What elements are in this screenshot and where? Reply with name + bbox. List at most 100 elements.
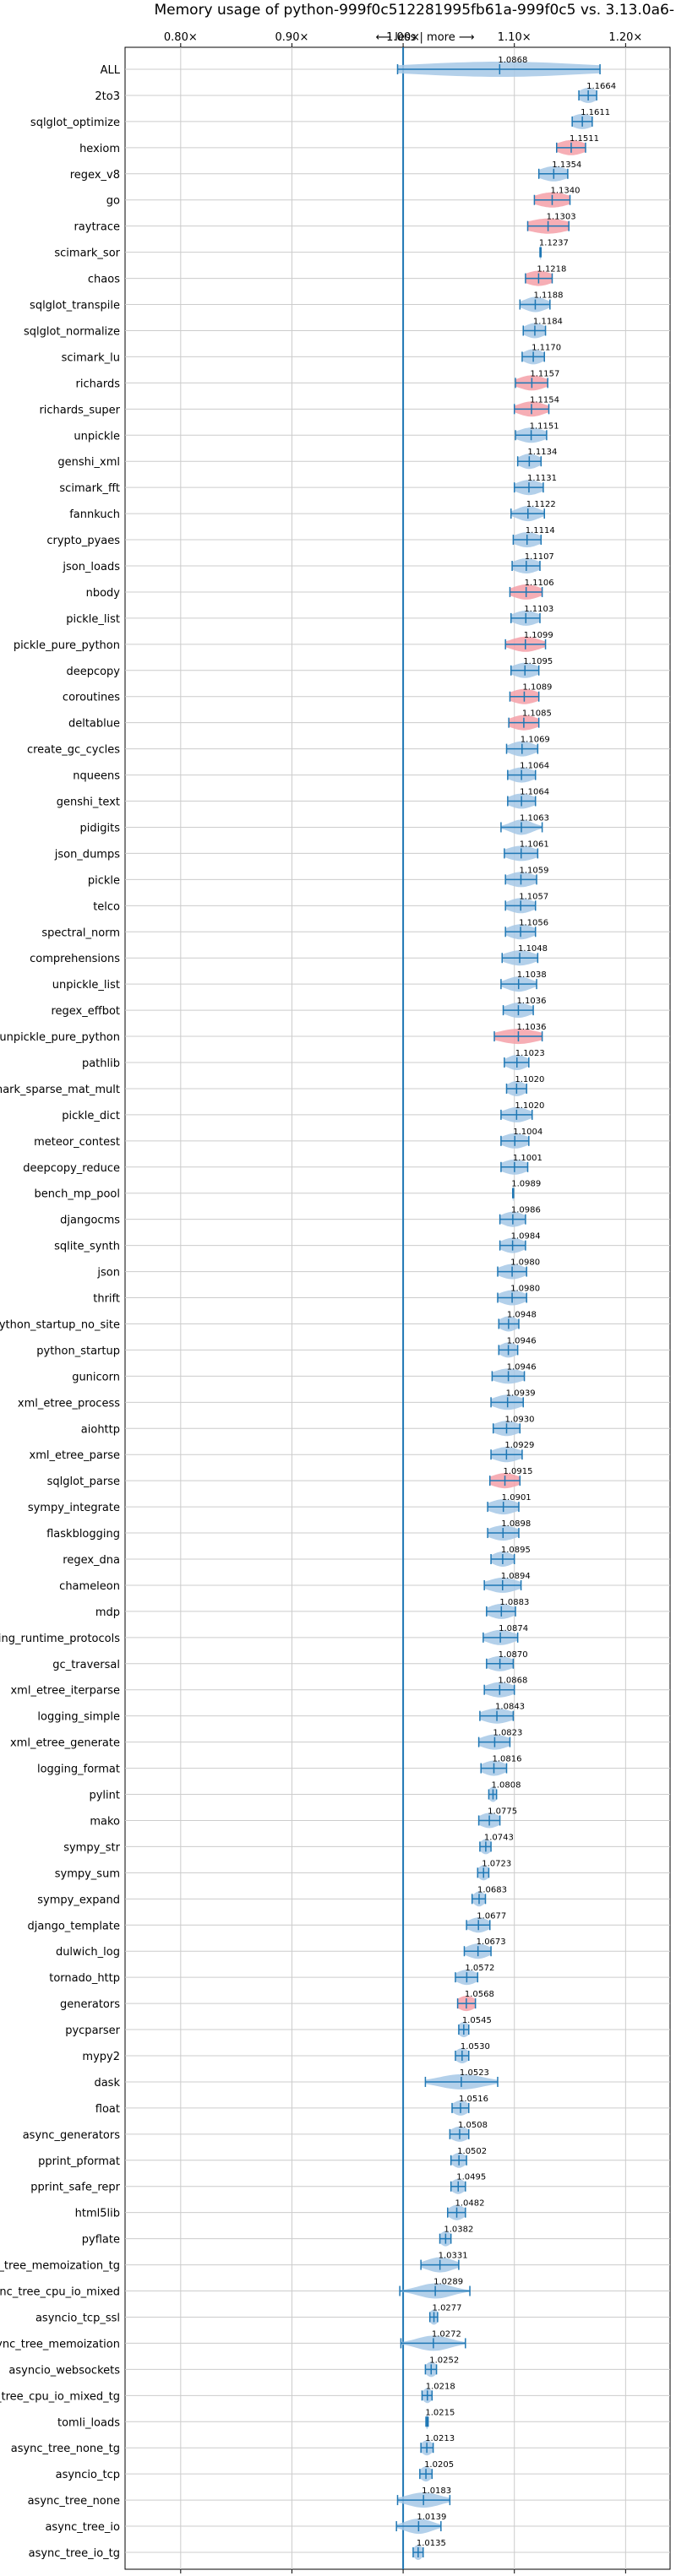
y-label-pathlib: pathlib	[82, 1057, 120, 1070]
value-label-sqlglot_normalize: 1.1184	[533, 317, 563, 326]
violin-ALL	[396, 62, 601, 77]
value-label-python_startup: 1.0946	[507, 1336, 537, 1345]
y-label-dulwich_log: dulwich_log	[56, 1946, 120, 1959]
violin-coroutines	[509, 688, 540, 704]
y-label-djangocms: djangocms	[60, 1215, 120, 1227]
value-label-generators: 1.0568	[465, 1990, 494, 1999]
x-tick-label-top: 0.80×	[164, 31, 198, 44]
value-label-sympy_sum: 1.0723	[482, 1859, 511, 1868]
value-label-xml_etree_process: 1.0939	[506, 1389, 536, 1398]
value-label-pidigits: 1.1063	[520, 813, 549, 823]
y-label-pickle_dict: pickle_dict	[62, 1110, 120, 1122]
violin-json_dumps	[504, 845, 539, 861]
violin-go	[533, 192, 571, 208]
value-label-spectral_norm: 1.1056	[519, 918, 548, 927]
violin-pickle_pure_python	[504, 636, 547, 652]
y-label-python_startup: python_startup	[36, 1345, 120, 1357]
violin-json	[497, 1264, 527, 1280]
value-label-coroutines: 1.1089	[522, 683, 552, 693]
x-ticks: 0.80×0.80×0.90×0.90×1.00×1.00×1.10×1.10×…	[164, 31, 642, 2573]
chart-title: Memory usage of python-999f0c512281995fb…	[154, 2, 674, 19]
value-label-2to3: 1.1664	[586, 82, 616, 91]
y-label-go: go	[106, 195, 120, 208]
violin-logging_simple	[479, 1708, 515, 1724]
value-label-html5lib: 1.0482	[455, 2199, 485, 2209]
value-label-sympy_str: 1.0743	[484, 1833, 514, 1842]
violin-genshi_text	[507, 793, 537, 809]
violin-logging_format	[480, 1760, 508, 1776]
violin-fannkuch	[510, 506, 546, 522]
violin-unpickle	[515, 427, 548, 443]
violin-genshi_xml	[516, 454, 542, 470]
violin-async_tree_none_tg	[420, 2440, 434, 2456]
violin-sqlglot_optimize	[571, 113, 593, 129]
violins	[395, 62, 601, 2560]
y-label-pickle_pure_python: pickle_pure_python	[14, 639, 120, 652]
value-label-fannkuch: 1.1122	[526, 500, 556, 509]
y-label-mako: mako	[90, 1815, 120, 1828]
y-label-sqlglot_optimize: sqlglot_optimize	[30, 117, 120, 129]
value-label-nqueens: 1.1064	[520, 762, 549, 771]
y-label-typing_runtime_protocols: typing_runtime_protocols	[0, 1633, 120, 1645]
value-label-django_template: 1.0677	[477, 1911, 506, 1921]
violin-xml_etree_parse	[490, 1447, 523, 1463]
violin-richards_super	[513, 401, 550, 417]
y-label-tornado_http: tornado_http	[49, 1972, 120, 1985]
y-label-scimark_lu: scimark_lu	[62, 351, 120, 364]
value-label-json_dumps: 1.1061	[520, 840, 549, 849]
value-label-regex_dna: 1.0895	[501, 1546, 531, 1555]
violin-scimark_lu	[521, 349, 546, 365]
y-label-hexiom: hexiom	[79, 143, 120, 155]
y-label-tomli_loads: tomli_loads	[57, 2416, 120, 2429]
x-tick-label-top: 1.00×	[386, 31, 420, 44]
value-label-deepcopy_reduce: 1.1001	[513, 1154, 542, 1163]
value-label-asyncio_tcp: 1.0205	[424, 2460, 454, 2470]
y-label-scimark_sparse_mat_mult: scimark_sparse_mat_mult	[0, 1084, 120, 1096]
y-label-raytrace: raytrace	[74, 221, 120, 234]
value-label-richards: 1.1157	[530, 369, 559, 378]
violin-async_tree_io	[395, 2519, 442, 2535]
violin-deepcopy_reduce	[500, 1159, 529, 1175]
value-label-tornado_http: 1.0572	[465, 1964, 494, 1973]
value-label-pickle_dict: 1.1020	[515, 1101, 544, 1111]
value-label-async_tree_none_tg: 1.0213	[425, 2434, 455, 2443]
y-label-python_startup_no_site: python_startup_no_site	[0, 1318, 120, 1331]
violin-sqlglot_transpile	[519, 296, 551, 312]
value-label-mdp: 1.0883	[499, 1598, 529, 1607]
value-label-bench_mp_pool: 1.0989	[511, 1180, 541, 1189]
y-label-thrift: thrift	[93, 1293, 120, 1306]
y-label-pprint_safe_repr: pprint_safe_repr	[30, 2182, 120, 2194]
violin-tomli_loads	[425, 2414, 429, 2430]
value-label-create_gc_cycles: 1.1069	[521, 736, 550, 745]
y-label-richards_super: richards_super	[39, 404, 120, 416]
violin-async_tree_cpu_io_mixed_tg	[421, 2388, 433, 2404]
value-label-tomli_loads: 1.0215	[425, 2408, 455, 2417]
violin-tornado_http	[455, 1970, 479, 1986]
value-label-gunicorn: 1.0946	[507, 1362, 537, 1372]
violin-sqlite_synth	[499, 1237, 526, 1253]
y-label-json_dumps: json_dumps	[54, 848, 120, 861]
y-label-gunicorn: gunicorn	[72, 1371, 120, 1383]
y-label-comprehensions: comprehensions	[30, 953, 120, 965]
violin-mypy2	[455, 2048, 470, 2063]
violin-pylint	[488, 1786, 498, 1802]
y-label-async_tree_memoization: async_tree_memoization	[0, 2338, 120, 2350]
value-label-deepcopy: 1.1095	[523, 657, 553, 666]
violin-pickle_list	[510, 610, 541, 626]
violin-asyncio_websockets	[424, 2361, 438, 2378]
y-label-mdp: mdp	[95, 1606, 120, 1619]
violin-sqlglot_normalize	[522, 323, 547, 339]
y-label-sqlglot_transpile: sqlglot_transpile	[30, 300, 120, 312]
value-label-mako: 1.0775	[488, 1807, 517, 1816]
violin-aiohttp	[492, 1421, 521, 1437]
value-label-regex_effbot: 1.1036	[516, 997, 546, 1006]
y-label-nqueens: nqueens	[73, 770, 120, 783]
y-label-unpickle_pure_python: unpickle_pure_python	[0, 1031, 120, 1044]
value-label-flaskblogging: 1.0898	[501, 1519, 531, 1529]
y-label-sympy_str: sympy_str	[63, 1841, 120, 1854]
y-label-genshi_xml: genshi_xml	[57, 456, 120, 469]
value-label-ALL: 1.0868	[498, 56, 527, 65]
value-label-sqlite_synth: 1.0984	[511, 1232, 541, 1242]
y-label-django_template: django_template	[28, 1920, 120, 1932]
